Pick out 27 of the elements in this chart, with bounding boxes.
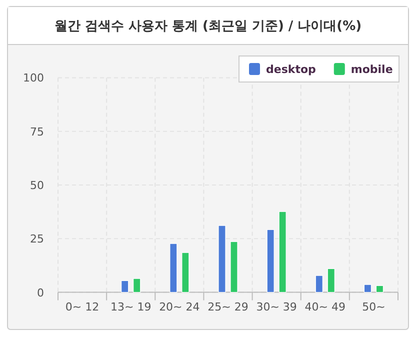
bar — [182, 252, 190, 293]
y-tick-label: 0 — [37, 286, 44, 300]
x-tick-label: 20~ 24 — [159, 300, 200, 314]
bar — [170, 243, 178, 293]
x-tick-label: 25~ 29 — [208, 300, 248, 314]
bar — [327, 268, 335, 293]
bar — [218, 225, 226, 293]
y-tick-label: 100 — [23, 72, 44, 85]
bar — [266, 229, 274, 293]
legend-label: desktop — [266, 63, 316, 76]
x-tick-label: 30~ 39 — [256, 300, 297, 314]
bar — [376, 285, 384, 293]
bar — [121, 280, 129, 293]
bar — [315, 275, 323, 293]
bar — [278, 211, 286, 293]
x-tick-label: 13~ 19 — [110, 300, 152, 314]
bar — [230, 241, 238, 293]
bar — [364, 284, 372, 293]
chart-title: 월간 검색수 사용자 통계 (최근일 기준) / 나이대(%) — [54, 19, 362, 34]
x-tick-label: 0~ 12 — [65, 300, 100, 314]
x-tick-label: 40~ 49 — [304, 300, 346, 314]
legend-label: mobile — [350, 63, 393, 76]
x-tick-label: 50~ — [362, 300, 386, 314]
y-tick-label: 75 — [30, 125, 44, 138]
y-tick-label: 50 — [30, 179, 44, 192]
bar — [133, 278, 141, 293]
y-tick-label: 25 — [30, 232, 44, 246]
